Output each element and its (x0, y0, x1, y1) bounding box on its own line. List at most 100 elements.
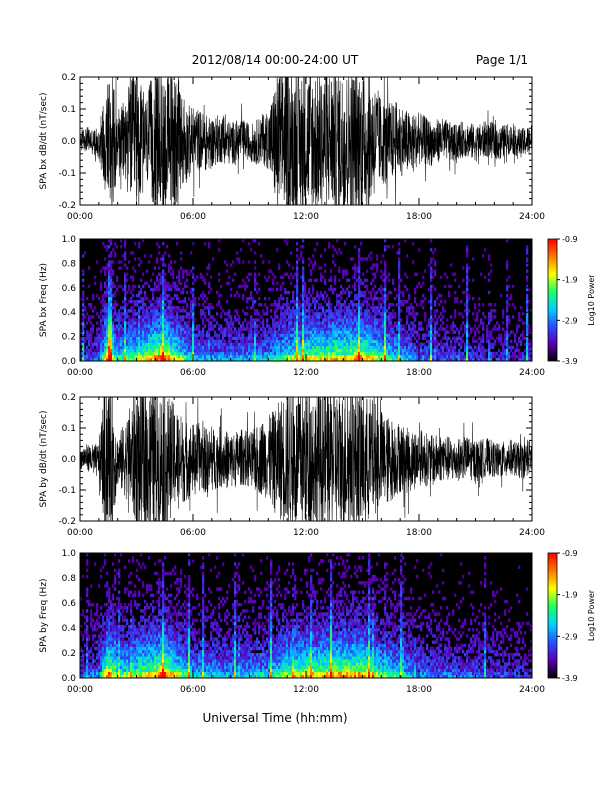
spectrogram-cell (110, 348, 113, 353)
spectrogram-cell (236, 351, 239, 356)
spectrogram-cell (192, 306, 195, 310)
spectrogram-cell (198, 345, 201, 350)
spectrogram-cell (92, 324, 95, 328)
spectrogram-cell (104, 668, 107, 673)
spectrogram-cell (104, 674, 107, 679)
spectrogram-cell (174, 284, 177, 289)
spectrogram-cell (502, 327, 505, 331)
spectrogram-cell (302, 300, 305, 304)
spectrogram-cell (366, 321, 369, 325)
spectrogram-cell (102, 615, 105, 619)
spectrogram-cell (118, 342, 121, 347)
spectrogram-cell (346, 312, 349, 316)
spectrogram-cell (206, 354, 209, 359)
spectrogram-cell (388, 245, 391, 249)
spectrogram-cell (314, 327, 317, 331)
spectrogram-cell (236, 290, 239, 295)
spectrogram-cell (182, 287, 185, 292)
spectrogram-cell (494, 309, 497, 313)
spectrogram-cell (118, 336, 121, 340)
spectrogram-cell (108, 606, 111, 610)
spectrogram-cell (322, 348, 325, 353)
spectrogram-cell (228, 309, 231, 313)
spectrogram-cell (106, 315, 109, 319)
spectrogram-cell (86, 562, 89, 566)
spectrogram-cell (146, 321, 149, 325)
spectrogram-cell (402, 345, 405, 350)
spectrogram-cell (132, 327, 135, 331)
spectrogram-cell (146, 312, 149, 316)
spectrogram-cell (200, 348, 203, 353)
spectrogram-cell (478, 303, 481, 307)
spectrogram-cell (138, 357, 141, 362)
spectrogram-cell (246, 345, 249, 350)
spectrogram-cell (348, 345, 351, 350)
spectrogram-cell (474, 345, 477, 350)
spectrogram-cell (354, 312, 357, 316)
spectrogram-cell (426, 339, 429, 343)
spectrogram-cell (114, 330, 117, 334)
spectrogram-cell (170, 287, 173, 292)
spectrogram-cell (254, 330, 257, 334)
spectrogram-cell (418, 351, 421, 356)
spectrogram-cell (346, 272, 349, 276)
spectrogram-cell (110, 333, 113, 337)
spectrogram-cell (332, 330, 335, 334)
spectrogram-cell (314, 278, 317, 282)
spectrogram-cell (280, 342, 283, 347)
spectrogram-cell (322, 354, 325, 359)
spectrogram-cell (236, 336, 239, 340)
spectrogram-cell (158, 281, 161, 286)
spectrogram-cell (208, 245, 211, 249)
spectrogram-cell (170, 260, 173, 264)
spectrogram-cell (292, 318, 295, 322)
spectrogram-cell (114, 649, 117, 654)
spectrogram-cell (414, 327, 417, 331)
y-tick-label: -0.2 (58, 201, 76, 211)
spectrogram-cell (184, 354, 187, 359)
spectrogram-cell (434, 342, 437, 347)
spectrogram-cell (358, 290, 361, 295)
spectrogram-cell (112, 345, 115, 350)
spectrogram-cell (82, 278, 85, 282)
spectrogram-cell (408, 342, 411, 347)
spectrogram-cell (302, 309, 305, 313)
spectrogram-cell (108, 254, 111, 258)
spectrogram-cell (106, 293, 109, 298)
spectrogram-cell (106, 263, 109, 267)
spectrogram-cell (106, 351, 109, 356)
spectrogram-cell (98, 640, 101, 644)
spectrogram-cell (480, 342, 483, 347)
spectrogram-cell (126, 339, 129, 343)
spectrogram-cell (200, 345, 203, 350)
spectrogram-cell (454, 290, 457, 295)
spectrogram-cell (114, 318, 117, 322)
spectrogram-cell (352, 339, 355, 343)
spectrogram-cell (444, 354, 447, 359)
spectrogram-cell (476, 348, 479, 353)
spectrogram-cell (198, 333, 201, 337)
spectrogram-cell (386, 333, 389, 337)
spectrogram-cell (418, 333, 421, 337)
spectrogram-cell (100, 318, 103, 322)
spectrogram-cell (188, 315, 191, 319)
spectrogram-cell (430, 269, 433, 273)
spectrogram-cell (172, 330, 175, 334)
spectrogram-cell (92, 296, 95, 301)
spectrogram-cell (162, 263, 165, 267)
spectrogram-cell (370, 351, 373, 356)
spectrogram-cell (86, 643, 89, 648)
spectrogram-cell (308, 336, 311, 340)
spectrogram-cell (454, 342, 457, 347)
spectrogram-cell (488, 321, 491, 325)
spectrogram-cell (274, 345, 277, 350)
spectrogram-cell (206, 296, 209, 301)
spectrogram-cell (146, 333, 149, 337)
spectrogram-cell (166, 284, 169, 289)
spectrogram-cell (466, 324, 469, 328)
spectrogram-cell (398, 306, 401, 310)
spectrogram-cell (114, 621, 117, 626)
spectrogram-cell (152, 330, 155, 334)
spectrogram-cell (88, 671, 91, 676)
spectrogram-cell (212, 348, 215, 353)
